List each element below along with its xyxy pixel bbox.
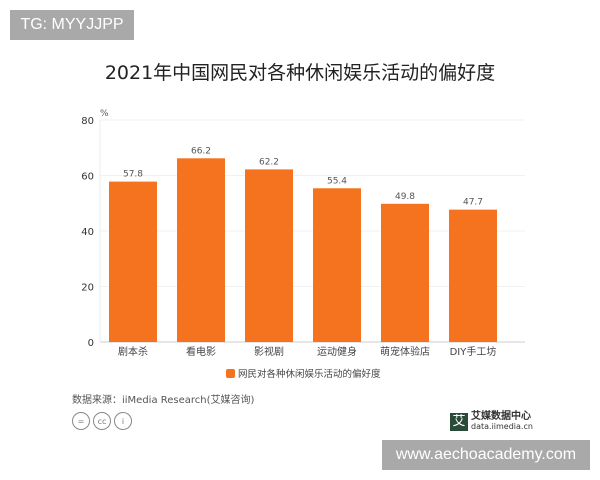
data-label: 55.4 [327,176,347,186]
y-tick-label: 80 [81,116,94,127]
cc-icon: cc [93,412,111,430]
data-label: 62.2 [259,157,279,167]
x-tick-label: 看电影 [186,345,216,358]
y-axis-label: % [100,109,109,119]
legend-label: 网民对各种休闲娱乐活动的偏好度 [238,368,381,380]
legend-swatch [226,369,235,378]
iimedia-logo: 艾 艾媒数据中心 data.iimedia.cn [450,412,533,431]
y-tick-label: 0 [88,338,94,349]
y-tick-label: 60 [81,172,94,183]
x-tick-label: DIY手工坊 [450,345,497,358]
logo-mark: 艾 [450,412,468,431]
by-icon: i [114,412,132,430]
y-tick-label: 20 [81,283,94,294]
license-icons: = cc i [72,412,132,430]
data-label: 66.2 [191,146,211,156]
bar [177,158,225,342]
source-text: 数据来源：iiMedia Research(艾媒咨询) [72,395,255,406]
bar [109,181,157,342]
chart-title: 2021年中国网民对各种休闲娱乐活动的偏好度 [104,62,496,84]
bar [449,209,497,342]
x-tick-label: 影视剧 [254,345,284,358]
watermark-bottom: www.aechoacademy.com [382,440,590,470]
y-tick-label: 40 [81,227,94,238]
logo-name: 艾媒数据中心 [471,411,531,422]
x-tick-label: 运动健身 [317,345,357,358]
watermark-top: TG: MYYJJPP [10,10,134,40]
data-label: 49.8 [395,192,415,202]
bar [245,169,293,342]
x-tick-label: 剧本杀 [118,345,148,358]
bar [313,188,361,342]
x-tick-label: 萌宠体验店 [380,345,430,358]
logo-url: data.iimedia.cn [471,422,533,431]
nd-icon: = [72,412,90,430]
bar [381,203,429,342]
data-label: 47.7 [463,198,483,208]
data-label: 57.8 [123,170,143,180]
